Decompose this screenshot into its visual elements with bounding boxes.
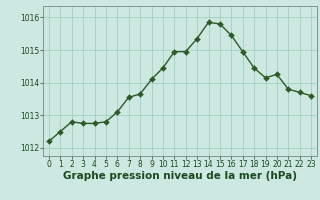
X-axis label: Graphe pression niveau de la mer (hPa): Graphe pression niveau de la mer (hPa) [63,171,297,181]
